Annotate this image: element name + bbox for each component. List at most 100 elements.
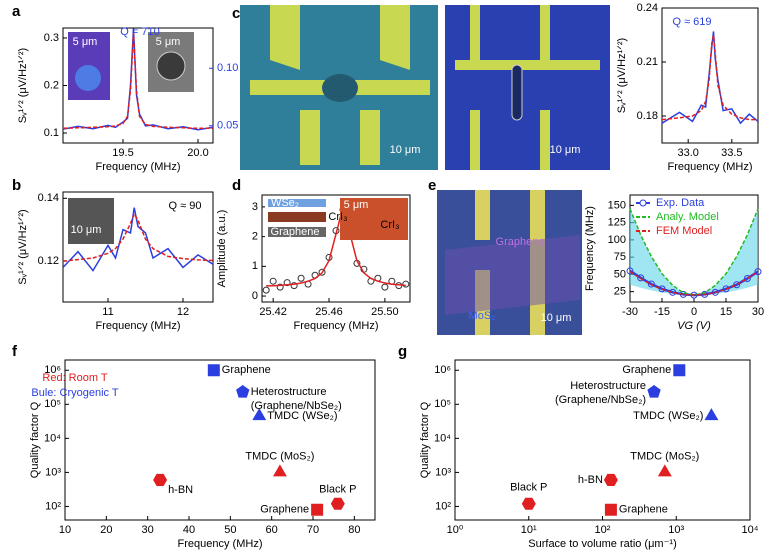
series-line <box>62 207 214 272</box>
annotation: 5 μm <box>156 36 181 48</box>
annotation: Q ≈ 619 <box>672 16 711 28</box>
y-tick-label: 125 <box>608 217 626 229</box>
x-axis-label: Surface to volume ratio (μm⁻¹) <box>528 538 676 550</box>
y2-tick-label: 0.05 <box>217 120 238 132</box>
y-tick-label: 10⁵ <box>434 398 451 410</box>
x-tick-label: 70 <box>307 524 319 536</box>
x-tick-label: 10⁰ <box>447 524 464 536</box>
x-axis-label: Frequency (MHz) <box>96 320 181 332</box>
x-tick-label: 50 <box>224 524 236 536</box>
y-axis-label: Sᵥ¹ᐟ² (μV/Hz¹ᐟ²) <box>616 38 628 113</box>
x-tick-label: 15 <box>720 306 732 318</box>
y-tick-label: 10³ <box>435 466 451 478</box>
x-tick-label: 25.46 <box>315 306 343 318</box>
x-tick-label: -15 <box>654 306 670 318</box>
x-axis-label: VG (V) <box>677 320 711 332</box>
data-point <box>318 268 326 276</box>
data-point <box>330 497 345 510</box>
data-point <box>647 280 655 288</box>
inset-photo <box>156 51 186 81</box>
photo-trench <box>511 64 523 121</box>
data-point <box>153 473 168 486</box>
point-label: h-BN <box>168 484 193 496</box>
point-label: (Graphene/NbSe₂) <box>251 400 342 412</box>
annotation: Q ≈ 90 <box>169 200 202 212</box>
x-tick-label: 0 <box>691 306 697 318</box>
series-line <box>266 203 406 287</box>
y-axis-label: Quality factor Q <box>419 401 431 478</box>
x-tick-label: 30 <box>142 524 154 536</box>
annotation: 10 μm <box>541 312 572 324</box>
data-point <box>701 290 709 298</box>
point-label: Graphene <box>222 364 271 376</box>
y-tick-label: 0.18 <box>637 110 658 122</box>
point-label: h-BN <box>578 474 603 486</box>
legend-label: Exp. Data <box>656 197 705 209</box>
schematic-layer <box>268 199 326 207</box>
y-tick-label: 50 <box>614 268 626 280</box>
panel-label: a <box>12 3 21 20</box>
x-axis-label: Frequency (MHz) <box>178 538 263 550</box>
x-tick-label: 40 <box>183 524 195 536</box>
x-tick-label: 20.0 <box>187 147 208 159</box>
plot-frame <box>661 7 759 144</box>
data-point <box>207 364 220 377</box>
y-axis-label: Sᵥ¹ᐟ² (μV/Hz¹ᐟ²) <box>17 48 29 123</box>
data-point <box>647 385 661 398</box>
y-tick-label: 2 <box>252 231 258 243</box>
point-label: Graphene <box>622 364 671 376</box>
data-point <box>657 464 672 477</box>
legend-swatch <box>639 199 647 207</box>
data-point <box>381 283 389 291</box>
panel-label: c <box>232 5 240 22</box>
x-tick-label: 12 <box>177 306 189 318</box>
annotation: WSe₂ <box>271 197 299 209</box>
data-point <box>236 385 250 398</box>
point-label: Black P <box>510 482 547 494</box>
y-tick-label: 0.14 <box>38 192 59 204</box>
y-tick-label: 0.1 <box>44 127 59 139</box>
annotation: Red: Room T <box>42 372 107 384</box>
y-axis-label: Frequency (MHz) <box>584 206 596 291</box>
annotation: 10 μm <box>71 224 102 236</box>
model-band <box>630 208 758 296</box>
series-line <box>62 33 213 130</box>
series-line <box>629 270 759 296</box>
photo-flake <box>445 235 580 315</box>
data-point <box>722 285 730 293</box>
legend-label: FEM Model <box>656 225 712 237</box>
x-axis-label: Frequency (MHz) <box>294 320 379 332</box>
y-tick-label: 0.3 <box>44 32 59 44</box>
y-axis-label: Quality factor Q <box>29 401 41 478</box>
y-tick-label: 10⁴ <box>44 432 61 444</box>
annotation: 5 μm <box>344 199 369 211</box>
data-point <box>637 274 645 282</box>
y-tick-label: 0.2 <box>44 79 59 91</box>
plot-frame <box>64 359 376 521</box>
x-tick-label: 10⁴ <box>742 524 759 536</box>
point-label: TMDC (MoS₂) <box>630 450 699 462</box>
schematic-layer <box>268 227 326 237</box>
x-tick-label: -30 <box>622 306 638 318</box>
series-line <box>661 31 759 125</box>
data-point <box>603 473 618 486</box>
y-tick-label: 0.24 <box>637 2 658 14</box>
point-label: TMDC (WSe₂) <box>267 410 337 422</box>
data-point <box>626 267 634 275</box>
data-point <box>262 286 270 294</box>
data-point <box>269 277 277 285</box>
x-tick-label: 10³ <box>668 524 684 536</box>
x-tick-label: 30 <box>752 306 764 318</box>
photos <box>68 5 610 335</box>
annotation: 10 μm <box>550 144 581 156</box>
x-tick-label: 10¹ <box>521 524 537 536</box>
data-point <box>276 283 284 291</box>
y-tick-label: 10⁶ <box>44 364 61 376</box>
y-tick-label: 10⁶ <box>434 364 451 376</box>
panel-label: f <box>12 343 18 360</box>
annotation: Q = 710 <box>120 26 159 38</box>
data-point <box>273 464 287 477</box>
point-label: TMDC (MoS₂) <box>245 450 314 462</box>
plots: 19.520.00.10.20.30.050.10Sₓ¹ᐟ² (pm/Hz¹ᐟ²… <box>12 2 764 550</box>
